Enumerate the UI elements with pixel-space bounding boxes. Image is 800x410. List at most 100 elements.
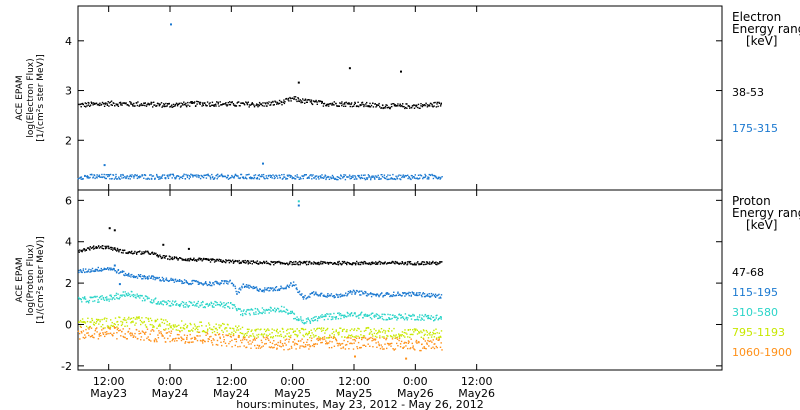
data-point [420, 103, 422, 105]
data-point [348, 102, 350, 104]
data-point [157, 277, 159, 280]
data-point [354, 313, 356, 315]
data-point [213, 178, 215, 180]
data-point [160, 318, 163, 321]
data-point [263, 333, 266, 335]
data-point [179, 176, 182, 178]
data-point [435, 106, 438, 108]
data-point [265, 103, 267, 105]
outlier-point [297, 200, 300, 203]
data-point [209, 178, 212, 180]
data-point [394, 348, 397, 350]
data-point [181, 282, 183, 285]
data-point [175, 337, 177, 340]
data-point [318, 100, 320, 103]
data-point [317, 317, 319, 320]
data-point [143, 276, 145, 278]
data-point [400, 340, 403, 343]
data-point [270, 260, 272, 263]
data-point [151, 275, 153, 277]
data-point [247, 286, 249, 288]
data-point [147, 250, 149, 252]
x-tick-label: 0:00 [280, 375, 305, 388]
data-point [118, 316, 120, 318]
data-point [210, 340, 213, 342]
data-point [302, 327, 304, 330]
data-point [147, 317, 149, 320]
data-point [328, 347, 331, 349]
data-point [370, 176, 372, 178]
data-point [105, 174, 107, 176]
data-point [179, 280, 181, 282]
data-point [187, 341, 189, 343]
data-point [190, 302, 192, 304]
series-points [77, 227, 443, 266]
data-point [314, 263, 317, 265]
data-point [368, 262, 370, 264]
data-point [418, 330, 420, 333]
data-point [184, 342, 186, 344]
data-point [198, 306, 200, 308]
data-point [378, 295, 380, 297]
data-point [122, 173, 124, 176]
data-point [251, 329, 253, 331]
data-point [119, 248, 121, 251]
data-point [170, 277, 172, 280]
data-point [331, 332, 333, 335]
data-point [426, 342, 428, 344]
data-point [122, 328, 124, 330]
data-point [369, 102, 371, 105]
data-point [121, 321, 124, 323]
data-point [113, 332, 115, 334]
legend-title: [keV] [746, 34, 777, 48]
data-point [293, 263, 295, 265]
data-point [91, 102, 93, 104]
data-point [278, 99, 281, 102]
data-point [79, 298, 82, 300]
data-point [349, 290, 352, 292]
data-point [221, 260, 223, 263]
data-point [271, 261, 273, 264]
data-point [390, 335, 392, 338]
data-point [407, 105, 410, 107]
data-point [414, 349, 416, 351]
data-point [372, 335, 374, 337]
data-point [132, 320, 134, 322]
data-point [234, 338, 236, 340]
data-point [239, 332, 241, 334]
data-point [281, 104, 283, 106]
data-point [104, 296, 107, 299]
data-point [305, 262, 307, 264]
data-point [335, 338, 337, 341]
data-point [203, 257, 205, 260]
data-point [338, 333, 340, 335]
data-point [391, 317, 393, 320]
data-point [123, 336, 125, 338]
data-point [202, 301, 204, 303]
data-point [133, 275, 135, 277]
data-point [152, 275, 154, 277]
data-point [375, 313, 378, 315]
data-point [411, 315, 413, 317]
data-point [325, 343, 327, 345]
data-point [289, 284, 291, 286]
data-point [333, 101, 335, 103]
data-point [405, 292, 407, 295]
data-point [345, 101, 347, 103]
data-point [343, 175, 345, 178]
data-point [379, 337, 381, 339]
data-point [304, 261, 306, 263]
data-point [278, 260, 280, 263]
data-point [100, 176, 102, 178]
data-point [305, 101, 308, 103]
data-point [329, 262, 332, 264]
data-point [287, 264, 289, 266]
data-point [172, 338, 175, 340]
data-point [344, 348, 347, 350]
data-point [225, 327, 228, 329]
data-point [105, 268, 107, 270]
data-point [333, 345, 336, 347]
data-point [133, 276, 135, 279]
data-point [374, 338, 377, 340]
data-point [394, 335, 396, 337]
